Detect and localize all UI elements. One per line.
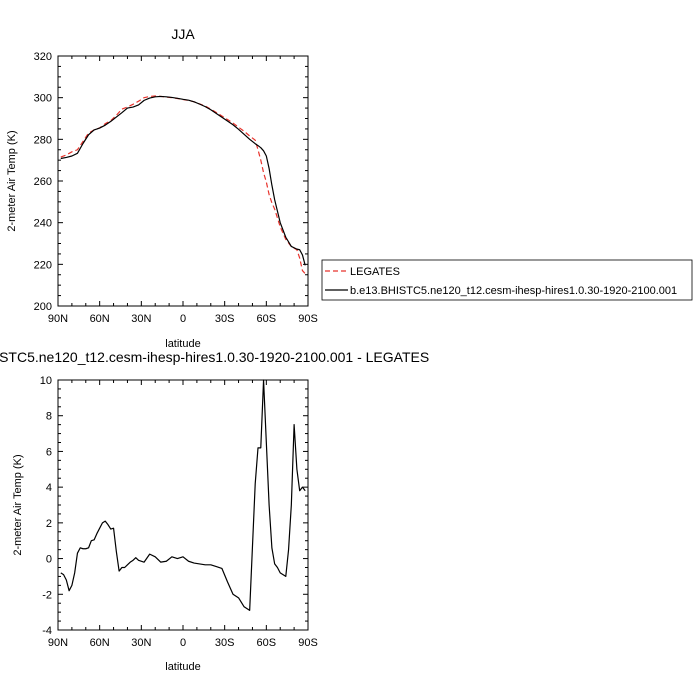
top-chart-x-tick-label: 90N: [48, 313, 68, 325]
top-chart-x-tick-label: 60S: [257, 313, 277, 325]
top-chart-y-tick-label: 280: [34, 134, 52, 146]
bottom-chart-title: b.e13.BHISTC5.ne120_t12.cesm-ihesp-hires…: [0, 349, 429, 365]
top-chart-y-tick-label: 320: [34, 51, 52, 63]
top-chart-plot-frame: [57, 55, 309, 307]
top-chart-y-tick-label: 300: [34, 93, 52, 105]
top-chart-x-tick-label: 30S: [215, 313, 235, 325]
bottom-chart-y-tick-label: 0: [46, 554, 52, 566]
top-chart-x-tick-label: 0: [180, 313, 186, 325]
legend-box: [321, 259, 693, 301]
top-chart-x-tick-label: 30N: [131, 313, 151, 325]
bottom-chart-x-tick-label: 90S: [298, 637, 318, 649]
bottom-chart-plot-frame: [57, 379, 309, 631]
bottom-chart-x-tick-label: 90N: [48, 637, 68, 649]
bottom-chart-y-tick-label: 2: [46, 518, 52, 530]
top-chart-y-tick-label: 220: [34, 259, 52, 271]
bottom-chart-y-tick-label: -4: [42, 625, 52, 637]
bottom-chart-x-tick-label: 30S: [215, 637, 235, 649]
top-chart-y-axis-label: 2-meter Air Temp (K): [6, 130, 18, 231]
bottom-chart-y-tick-label: 8: [46, 411, 52, 423]
bottom-chart-x-tick-label: 30N: [131, 637, 151, 649]
bottom-chart-x-tick-label: 60S: [257, 637, 277, 649]
bottom-chart-x-tick-label: 0: [180, 637, 186, 649]
legend-label-model: b.e13.BHISTC5.ne120_t12.cesm-ihesp-hires…: [350, 285, 677, 297]
top-chart-panel: JJA latitude 2-meter Air Temp (K) 90N 60N…: [6, 26, 318, 350]
bottom-chart-y-tick-label: 4: [46, 482, 52, 494]
bottom-chart-y-tick-label: 10: [40, 375, 52, 387]
bottom-chart-y-tick-label: -2: [42, 589, 52, 601]
top-chart-x-tick-label: 90S: [298, 313, 318, 325]
bottom-chart-y-axis-label: 2-meter Air Temp (K): [12, 454, 24, 555]
top-chart-title: JJA: [171, 26, 195, 42]
bottom-chart-panel: b.e13.BHISTC5.ne120_t12.cesm-ihesp-hires…: [0, 349, 429, 673]
top-chart-x-tick-label: 60N: [90, 313, 110, 325]
top-chart-series-line-0: [60, 95, 306, 275]
legend-label-legates: LEGATES: [350, 266, 400, 278]
top-chart-x-axis-label: latitude: [165, 338, 200, 350]
top-chart-y-tick-label: 260: [34, 176, 52, 188]
bottom-chart-y-tick-label: 6: [46, 446, 52, 458]
bottom-chart-x-axis-label: latitude: [165, 661, 200, 673]
top-chart-series-line-1: [60, 95, 306, 266]
top-chart-y-tick-label: 240: [34, 218, 52, 230]
top-chart-legend: LEGATES b.e13.BHISTC5.ne120_t12.cesm-ihe…: [321, 259, 693, 301]
top-chart-y-tick-label: 200: [34, 301, 52, 313]
bottom-chart-x-tick-label: 60N: [90, 637, 110, 649]
bottom-chart-series-line-0: [60, 379, 306, 611]
